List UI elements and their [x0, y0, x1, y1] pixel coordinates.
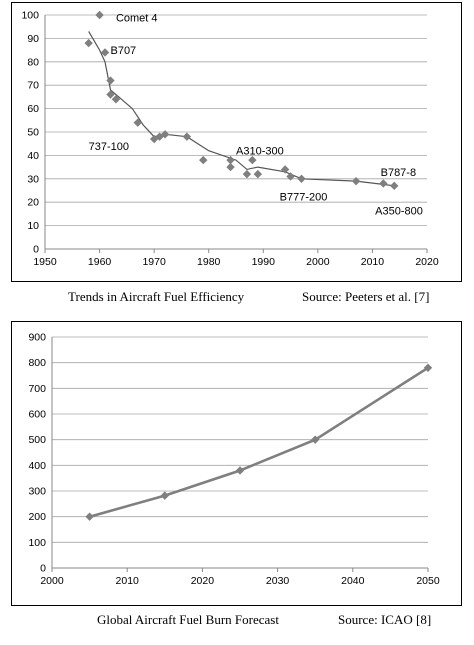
y-tick-label: 0	[40, 563, 46, 575]
x-tick-label: 2040	[341, 575, 365, 587]
y-tick-label: 20	[27, 197, 39, 209]
aircraft-label: B787-8	[381, 167, 416, 179]
data-point	[297, 174, 306, 183]
data-point	[199, 155, 208, 165]
data-point	[226, 155, 235, 165]
y-tick-label: 90	[27, 33, 39, 45]
figure-caption-left: Global Aircraft Fuel Burn Forecast	[97, 612, 279, 627]
series-line	[89, 366, 429, 518]
figure-caption-left: Trends in Aircraft Fuel Efficiency	[68, 289, 245, 304]
x-tick-label: 1950	[33, 256, 57, 268]
data-point	[253, 169, 263, 179]
y-tick-label: 700	[28, 383, 46, 395]
y-tick-label: 70	[27, 80, 39, 92]
fuel-efficiency-figure: 0 10 20 30 40 50 60 70 80 90 100 1950 1960 1970 1980 19…	[0, 0, 474, 315]
chart-frame	[11, 321, 462, 606]
data-point	[160, 130, 170, 139]
y-tick-label: 0	[33, 244, 39, 256]
y-tick-label: 30	[27, 173, 39, 185]
data-point	[311, 435, 320, 444]
y-tick-label: 500	[28, 434, 46, 446]
x-tick-label: 2030	[266, 575, 290, 587]
data-point	[423, 363, 433, 372]
data-point	[286, 172, 295, 181]
data-point	[133, 118, 142, 127]
aircraft-label: 737-100	[89, 141, 129, 153]
data-point	[106, 76, 115, 85]
x-tick-label: 1980	[197, 256, 221, 268]
fuel-efficiency-chart: 0 10 20 30 40 50 60 70 80 90 100 1950 1960 1970 1980 19…	[11, 2, 462, 282]
data-point	[111, 95, 121, 104]
fuel-burn-forecast-figure: 0 100 200 300 400 500 600 700 800 900 2000 2010 2020…	[0, 315, 474, 645]
figure-caption-source: Source: ICAO [8]	[338, 612, 432, 627]
y-tick-label: 10	[27, 220, 39, 232]
y-tick-label: 300	[28, 486, 46, 498]
data-point	[242, 169, 252, 179]
x-tick-label: 2020	[415, 256, 439, 268]
data-point	[351, 176, 361, 186]
aircraft-label: Comet 4	[116, 12, 158, 24]
aircraft-label: A350-800	[375, 205, 423, 217]
data-point	[379, 179, 388, 188]
data-point	[248, 155, 257, 165]
x-tick-label: 2010	[361, 256, 385, 268]
y-tick-label: 50	[27, 127, 39, 139]
aircraft-label: B777-200	[280, 191, 328, 203]
chart-frame	[11, 2, 462, 282]
fuel-burn-forecast-chart: 0 100 200 300 400 500 600 700 800 900 2000 2010 2020…	[11, 321, 462, 606]
y-tick-label: 100	[28, 537, 46, 549]
x-tick-label: 1990	[252, 256, 276, 268]
x-tick-label: 2010	[116, 575, 140, 587]
data-point	[95, 10, 104, 20]
y-tick-label: 40	[27, 150, 39, 162]
x-tick-label: 2000	[40, 575, 64, 587]
aircraft-label: A310-300	[236, 146, 284, 158]
data-point	[100, 48, 110, 57]
x-tick-label: 2000	[306, 256, 330, 268]
y-tick-label: 200	[28, 511, 46, 523]
data-point	[85, 512, 94, 521]
data-point	[84, 38, 93, 48]
x-tick-label: 1970	[142, 256, 166, 268]
y-tick-label: 80	[27, 56, 39, 68]
x-tick-label: 2020	[191, 575, 215, 587]
aircraft-label: B707	[110, 45, 136, 57]
y-tick-label: 600	[28, 409, 46, 421]
y-tick-label: 400	[28, 460, 46, 472]
data-point	[106, 90, 115, 99]
x-tick-label: 1960	[88, 256, 112, 268]
y-tick-label: 100	[21, 10, 39, 22]
data-point	[390, 181, 399, 191]
y-tick-label: 900	[28, 332, 46, 344]
x-tick-label: 2050	[416, 575, 440, 587]
y-tick-label: 800	[28, 357, 46, 369]
y-tick-label: 60	[27, 103, 39, 115]
data-point	[182, 132, 192, 141]
data-point	[226, 162, 235, 172]
data-point	[160, 491, 169, 500]
data-point	[280, 165, 290, 174]
data-point	[235, 466, 245, 475]
figure-caption-source: Source: Peeters et al. [7]	[302, 289, 430, 304]
